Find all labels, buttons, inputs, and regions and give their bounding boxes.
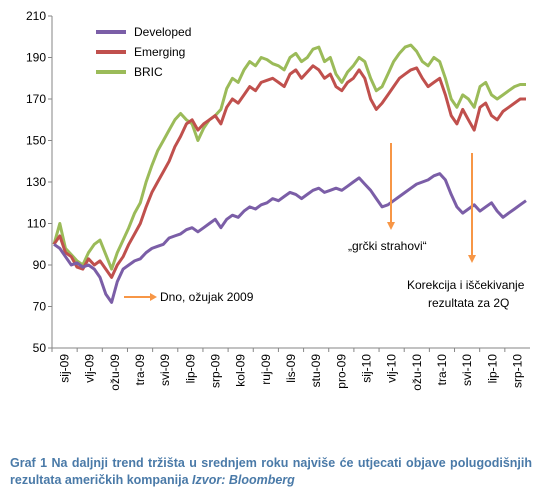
caption-label: Graf 1 (10, 456, 48, 470)
y-tick-label: 90 (33, 258, 47, 272)
y-tick-label: 150 (26, 134, 46, 148)
series-line-emerging (52, 64, 526, 279)
x-tick-label: pro-09 (334, 354, 348, 389)
figure-caption: Graf 1 Na daljnji trend tržišta u srednj… (10, 455, 532, 489)
axes: 50 70 90 110 130 150 170 190 210 sij-09 vlj-09 ožu-… (26, 9, 530, 391)
legend-label-developed: Developed (134, 25, 191, 39)
annotation-dno: Dno, ožujak 2009 (160, 290, 254, 304)
annotation-korekcija-2: rezultata za 2Q (428, 296, 509, 310)
x-tick-label: srp-10 (510, 354, 524, 388)
line-chart: 50 70 90 110 130 150 170 190 210 sij-09 vlj-09 ožu-… (26, 9, 530, 391)
x-tick-label: ožu-09 (108, 354, 122, 391)
y-tick-label: 210 (26, 9, 46, 23)
x-tick-label: lip-09 (183, 354, 197, 384)
legend-label-emerging: Emerging (134, 45, 185, 59)
legend: Developed Emerging BRIC (96, 25, 191, 79)
series-line-developed (53, 172, 527, 304)
x-tick-label: ožu-10 (410, 354, 424, 391)
x-tick-label: sij-10 (359, 354, 373, 383)
arrow-grcki-head (387, 222, 395, 230)
x-tick-label: tra-09 (133, 354, 147, 386)
annotation-korekcija-1: Korekcija i iščekivanje (407, 278, 525, 292)
x-tick-label: lis-09 (284, 354, 298, 383)
y-tick-label: 50 (33, 341, 47, 355)
series-line-bric (52, 43, 526, 271)
series-lines (52, 43, 527, 304)
x-tick-label: srp-09 (209, 354, 223, 388)
x-tick-label: ruj-09 (259, 354, 273, 385)
y-tick-label: 70 (33, 300, 47, 314)
x-tick-label: svi-10 (460, 354, 474, 386)
x-tick-label: tra-10 (435, 354, 449, 386)
arrow-dno-head (150, 293, 157, 301)
x-tick-label: vlj-09 (83, 354, 97, 383)
arrow-korekcija-head (468, 255, 476, 263)
x-tick-label: lip-10 (485, 354, 499, 384)
x-tick-label: kol-09 (234, 354, 248, 387)
y-tick-label: 190 (26, 51, 46, 65)
legend-label-bric: BRIC (134, 65, 163, 79)
annotation-grcki: „grčki strahovi“ (348, 239, 427, 253)
y-tick-label: 170 (26, 92, 46, 106)
annotations: Dno, ožujak 2009 „grčki strahovi“ Korekc… (124, 143, 525, 310)
y-tick-label: 130 (26, 175, 46, 189)
x-tick-label: svi-09 (158, 354, 172, 386)
y-tick-label: 110 (27, 217, 46, 231)
x-tick-label: sij-09 (58, 354, 72, 383)
x-tick-label: vlj-10 (385, 354, 399, 383)
caption-source: Izvor: Bloomberg (192, 473, 295, 487)
caption-text: Na daljnji trend tržišta u srednjem roku… (10, 456, 532, 487)
x-tick-label: stu-09 (309, 354, 323, 388)
